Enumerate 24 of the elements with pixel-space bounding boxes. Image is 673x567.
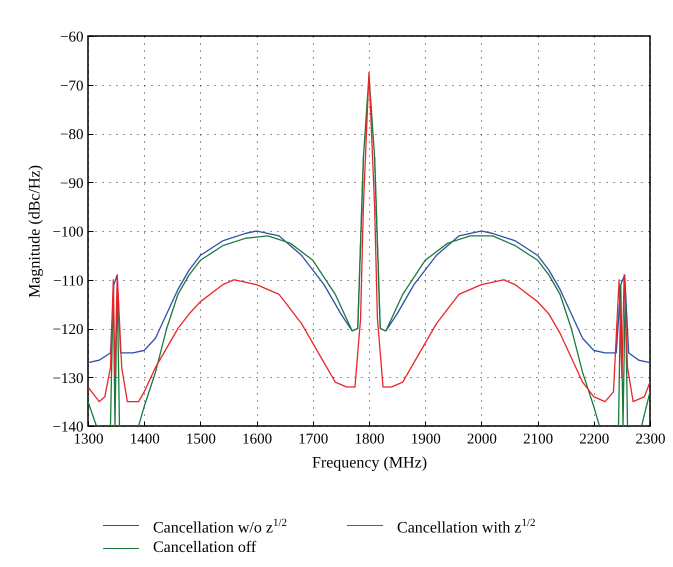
x-tick-label: 2200 [579, 432, 610, 448]
x-tick-label: 1600 [242, 432, 272, 448]
y-axis-title: Magnitude (dBc/Hz) [26, 165, 44, 298]
x-tick-label: 1500 [186, 432, 216, 448]
x-tick-label: 1800 [354, 432, 384, 448]
x-tick-label: 1900 [410, 432, 441, 448]
y-tick-label: −80 [60, 127, 84, 143]
y-tick-label: −120 [52, 322, 84, 338]
y-tick-label: −130 [52, 370, 84, 387]
y-tick-label: −100 [52, 224, 84, 240]
legend-label: Cancellation with z$^{1/2}$ [397, 516, 536, 538]
y-tick-label: −110 [53, 273, 84, 290]
x-tick-label: 2100 [523, 432, 554, 448]
legend-label: Cancellation w/o z$^{1/2}$ [153, 516, 288, 538]
legend-label: Cancellation off [153, 538, 256, 558]
x-tick-label: 1300 [74, 432, 104, 448]
x-tick-label: 2000 [466, 432, 497, 448]
y-tick-label: −90 [60, 176, 84, 192]
x-tick-label: 1700 [298, 432, 328, 448]
y-tick-label: −70 [60, 78, 84, 94]
x-axis-title: Frequency (MHz) [312, 454, 428, 472]
x-tick-label: 1400 [130, 432, 160, 448]
y-tick-label: −60 [60, 30, 84, 46]
x-tick-label: 2300 [636, 432, 666, 448]
